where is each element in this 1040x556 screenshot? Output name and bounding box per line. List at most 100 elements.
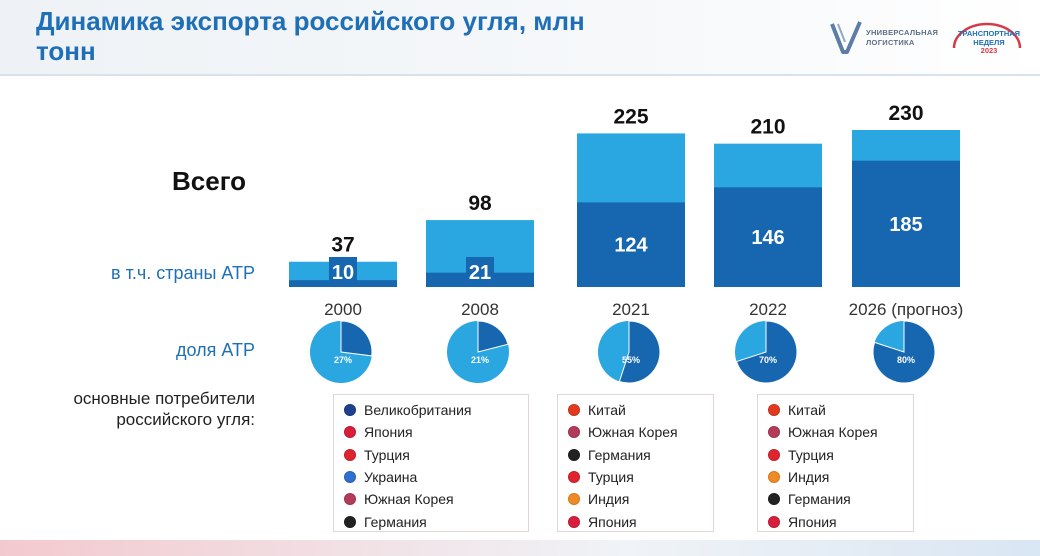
apr-label-bg [466,257,494,287]
bar-apr-2026 (прогноз) [852,160,960,287]
universal-logistics-logo: УНИВЕРСАЛЬНАЯ ЛОГИСТИКА [830,20,950,56]
share-pie-slice [735,320,798,384]
list-item: Индия [568,488,713,510]
header-divider [0,74,1040,76]
list-item: Япония [768,510,913,532]
list-item: Великобритания [344,399,528,421]
x-tick-label: 2022 [749,300,787,319]
list-item: Турция [568,466,713,488]
total-row-label: Всего [172,166,247,196]
list-item: Япония [344,421,528,443]
share-pie-label: 27% [334,355,352,365]
country-label: Южная Корея [364,491,454,508]
bar-apr-2021 [577,202,685,287]
x-tick-label: 2000 [324,300,362,319]
germany-flag-icon [344,515,356,528]
country-label: Турция [788,446,834,463]
header-band [0,0,1040,74]
list-item: Южная Корея [344,488,528,510]
country-label: Япония [364,424,413,441]
china-flag-icon [768,404,780,417]
logo1-line1: УНИВЕРСАЛЬНАЯ [866,28,939,37]
x-tick-label: 2021 [612,300,650,319]
china-flag-icon [568,404,580,417]
share-pie-slice [340,320,373,357]
list-item: Германия [768,488,913,510]
japan-flag-icon [344,426,356,439]
logo2-line1: ТРАНСПОРТНАЯ [957,29,1021,38]
list-item: Германия [344,510,528,532]
logo2-text: ТРАНСПОРТНАЯ НЕДЕЛЯ 2023 [956,29,1022,56]
x-tick-label: 2008 [461,300,499,319]
japan-flag-icon [768,515,780,528]
share-pie-slice [618,320,661,384]
south-korea-flag-icon [768,426,780,439]
consumers-row-label: основные потребители российского угля: [73,389,255,429]
x-tick-label: 2026 (прогноз) [849,300,964,319]
country-label: Германия [364,513,427,530]
country-label: Индия [588,491,630,508]
list-item: Турция [344,444,528,466]
logo2-year: 2023 [980,46,998,55]
value-label-apr: 185 [889,214,922,236]
footer-band [0,540,1040,556]
share-pie-label: 55% [622,355,640,365]
v-logo-icon [830,21,862,54]
turkey-flag-icon [568,471,580,484]
consumers-box-2008: Великобритания Япония Турция Украина Южн… [333,394,529,532]
country-label: Германия [788,491,851,508]
page-title: Динамика экспорта российского угля, млн … [36,6,585,66]
germany-flag-icon [568,448,580,461]
list-item: Турция [768,444,913,466]
uk-flag-icon [344,404,356,417]
logo1-line2: ЛОГИСТИКА [866,38,915,47]
share-pie-slice [872,320,936,384]
value-label-apr: 21 [469,262,491,284]
logo2-line2: НЕДЕЛЯ [973,37,1005,47]
value-label-total: 98 [468,192,492,215]
transport-week-logo: ТРАНСПОРТНАЯ НЕДЕЛЯ 2023 [948,18,1026,62]
list-item: Япония [568,510,713,532]
bar-apr-2022 [714,187,822,287]
apr-row-label: в т.ч. страны АТР [111,263,255,283]
value-label-total: 37 [331,234,354,257]
country-label: Китай [788,402,826,419]
list-item: Китай [768,399,913,421]
value-label-total: 210 [750,116,785,139]
india-flag-icon [568,493,580,506]
turkey-flag-icon [344,448,356,461]
logo1-text: УНИВЕРСАЛЬНАЯ ЛОГИСТИКА [866,28,938,48]
consumers-box-2021: Китай Южная Корея Германия Турция Индия … [557,394,714,532]
share-pie-slice [477,320,509,353]
south-korea-flag-icon [568,426,580,439]
list-item: Украина [344,466,528,488]
share-pie-label: 80% [897,355,915,365]
country-label: Япония [788,513,837,530]
apr-label-bg [329,257,357,287]
list-item: Южная Корея [568,421,713,443]
japan-flag-icon [568,515,580,528]
share-pie-label: 70% [759,355,777,365]
turkey-flag-icon [768,448,780,461]
list-item: Индия [768,466,913,488]
india-flag-icon [768,471,780,484]
country-label: Южная Корея [588,424,678,441]
germany-flag-icon [768,493,780,506]
country-label: Германия [588,446,651,463]
country-label: Турция [364,446,410,463]
value-label-apr: 146 [751,227,784,249]
country-label: Украина [364,469,418,486]
country-label: Великобритания [364,402,472,419]
list-item: Китай [568,399,713,421]
value-label-apr: 124 [614,235,648,257]
list-item: Германия [568,444,713,466]
value-label-total: 225 [613,105,648,128]
south-korea-flag-icon [344,493,356,506]
list-item: Южная Корея [768,421,913,443]
share-pie-label: 21% [471,355,489,365]
export-chart: 37 10 2000 27% 98 21 2008 21% 225 124 2021 55% 210 14… [289,102,964,384]
country-label: Индия [788,469,830,486]
value-label-apr: 10 [332,262,354,284]
country-label: Япония [588,513,637,530]
arc-logo-icon [952,22,1022,49]
